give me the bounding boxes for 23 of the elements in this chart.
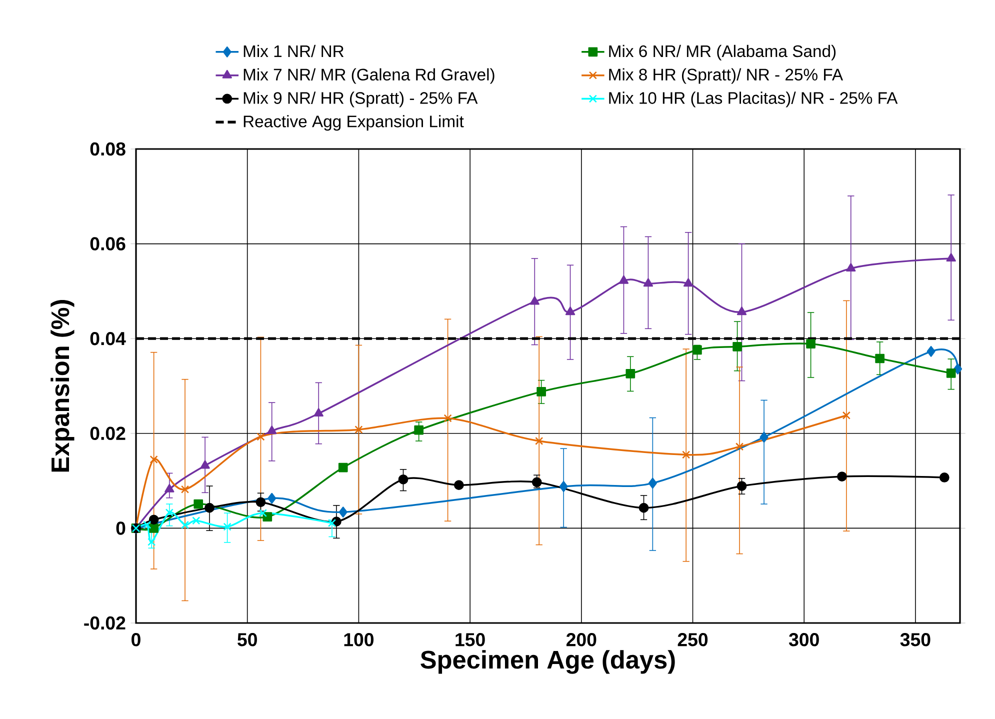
legend-label: Mix 1 NR/ NR bbox=[244, 44, 344, 58]
x-tick-label: 350 bbox=[900, 633, 930, 646]
y-tick-label: 0.08 bbox=[90, 142, 126, 156]
x-axis-title: Specimen Age (days) bbox=[420, 650, 675, 674]
legend-label: Mix 8 HR (Spratt)/ NR - 25% FA bbox=[609, 68, 844, 84]
y-tick-label: 0.06 bbox=[90, 237, 126, 250]
legend-label: Reactive Agg Expansion Limit bbox=[244, 115, 464, 131]
legend-label: Mix 7 NR/ MR (Galena Rd Gravel) bbox=[244, 68, 494, 84]
x-tick-label: 100 bbox=[344, 633, 374, 646]
legend-label: Mix 6 NR/ MR (Alabama Sand) bbox=[609, 44, 836, 60]
y-tick-label: 0.02 bbox=[90, 426, 126, 440]
y-axis-title: Expansion (%) bbox=[50, 300, 74, 472]
y-tick-label: 0 bbox=[116, 522, 126, 535]
x-tick-label: 0 bbox=[132, 633, 140, 646]
x-tick-label: 300 bbox=[788, 633, 819, 646]
x-tick-label: 200 bbox=[566, 633, 596, 646]
x-tick-label: 250 bbox=[678, 633, 708, 646]
x-tick-label: 50 bbox=[238, 633, 257, 646]
legend-label: Mix 9 NR/ HR (Spratt) - 25% FA bbox=[244, 92, 478, 108]
legend-label: Mix 10 HR (Las Placitas)/ NR - 25% FA bbox=[609, 92, 898, 108]
x-tick-label: 150 bbox=[456, 633, 485, 646]
y-tick-label: 0.04 bbox=[90, 332, 126, 346]
y-tick-label: -0.02 bbox=[84, 616, 126, 630]
